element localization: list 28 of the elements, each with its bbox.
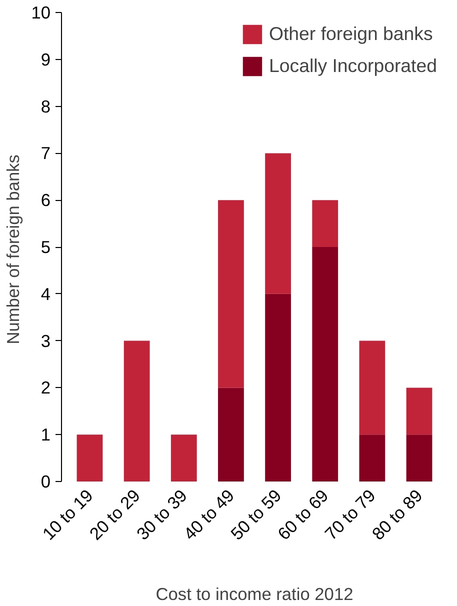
y-tick-label: 4 bbox=[40, 284, 51, 304]
bar bbox=[170, 434, 197, 482]
bar bbox=[312, 247, 338, 482]
y-tick-label: 2 bbox=[40, 378, 51, 398]
bar bbox=[76, 434, 103, 482]
y-tick-label: 5 bbox=[40, 237, 51, 257]
bar bbox=[312, 200, 338, 247]
bar bbox=[218, 200, 244, 388]
y-tick-label: 1 bbox=[40, 424, 51, 445]
y-tick-label: 10 bbox=[31, 2, 51, 22]
y-tick-label: 9 bbox=[40, 49, 51, 70]
bar bbox=[265, 294, 291, 482]
y-tick-label: 7 bbox=[40, 143, 51, 164]
y-axis-title: Number of foreign banks bbox=[3, 154, 24, 344]
bar bbox=[124, 340, 150, 482]
bar bbox=[359, 340, 386, 435]
y-tick-label: 3 bbox=[40, 330, 51, 351]
bar bbox=[406, 434, 432, 482]
bar bbox=[218, 388, 244, 482]
y-tick-label: 8 bbox=[40, 96, 51, 116]
legend-label: Locally Incorporated bbox=[268, 55, 437, 77]
y-tick-label: 6 bbox=[40, 190, 51, 210]
bar bbox=[359, 434, 386, 482]
bar bbox=[406, 388, 432, 435]
legend-label: Other foreign banks bbox=[268, 23, 433, 45]
x-axis-title: Cost to income ratio 2012 bbox=[156, 584, 354, 604]
y-tick-label: 0 bbox=[40, 472, 51, 492]
bar bbox=[265, 153, 291, 294]
